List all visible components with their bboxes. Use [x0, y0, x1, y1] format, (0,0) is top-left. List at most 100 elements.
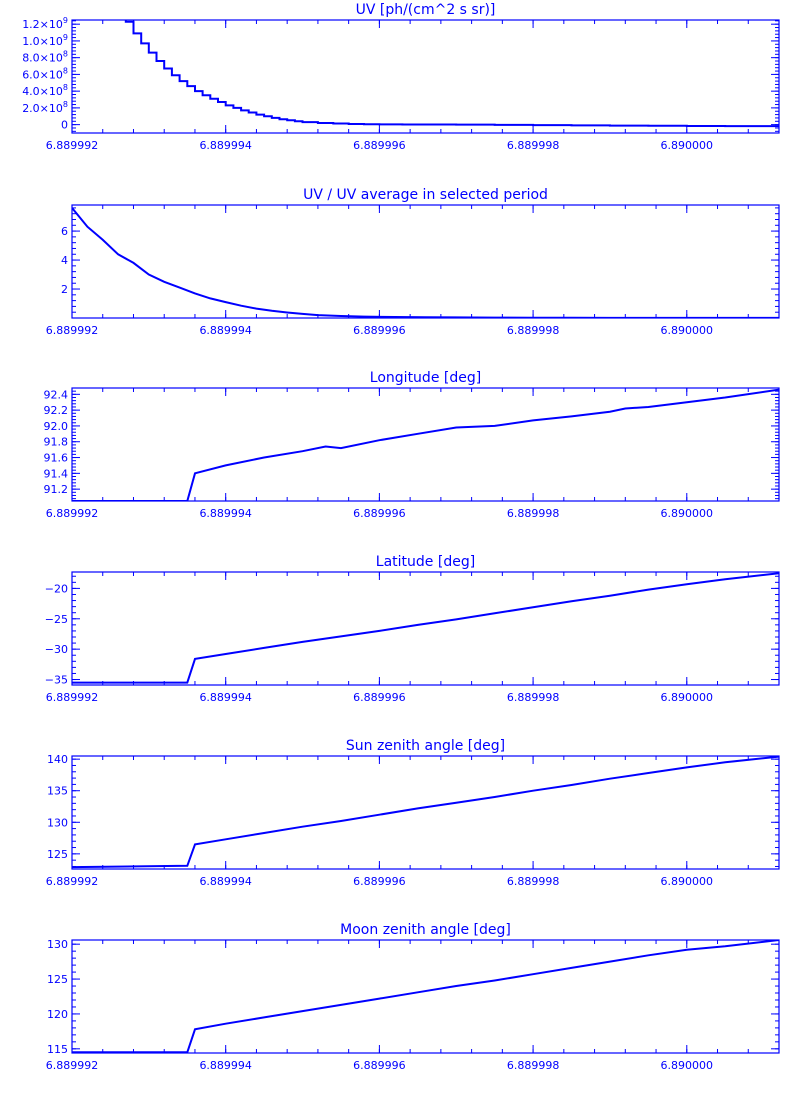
y-tick-exponent: 8 [63, 66, 68, 75]
panel-uv-ratio: UV / UV average in selected period 6.8899… [46, 187, 780, 337]
x-tick-label: 6.889992 [46, 507, 99, 520]
y-tick-label: 92.2 [44, 404, 69, 417]
y-tick-mantissa: 125 [47, 848, 68, 861]
y-tick-mantissa: 91.8 [44, 436, 69, 449]
y-tick-mantissa: 125 [47, 973, 68, 986]
series-line [72, 940, 779, 1053]
plot-frame [71, 939, 780, 1054]
y-tick-label: 91.4 [44, 467, 69, 480]
y-tick-mantissa: −35 [45, 674, 68, 687]
y-tick-mantissa: 6.0×10 [22, 68, 63, 81]
y-tick-label: 1.0×109 [22, 33, 68, 48]
y-tick-label: 4.0×108 [22, 83, 68, 98]
x-tick-label: 6.889992 [46, 324, 99, 337]
series-line [72, 388, 779, 501]
x-tick-label: 6.889992 [46, 1059, 99, 1072]
y-tick-mantissa: 130 [47, 816, 68, 829]
chart-title: UV [ph/(cm^2 s sr)] [356, 2, 496, 18]
x-tick-label: 6.889998 [507, 691, 560, 704]
plot-frame [71, 571, 780, 686]
y-tick-exponent: 9 [63, 16, 68, 25]
y-tick-mantissa: 6 [61, 225, 68, 238]
chart-title: Sun zenith angle [deg] [346, 738, 505, 754]
y-tick-mantissa: 2 [61, 283, 68, 296]
y-tick-label: −20 [45, 582, 68, 595]
y-tick-label: 91.2 [44, 483, 69, 496]
y-tick-mantissa: 115 [47, 1043, 68, 1056]
x-tick-label: 6.889992 [46, 139, 99, 152]
y-tick-mantissa: 1.2×10 [22, 18, 63, 31]
x-tick-label: 6.889996 [353, 691, 406, 704]
x-tick-label: 6.890000 [661, 1059, 714, 1072]
x-tick-label: 6.889996 [353, 139, 406, 152]
x-tick-label: 6.889996 [353, 324, 406, 337]
x-tick-label: 6.889998 [507, 507, 560, 520]
chart-title: Longitude [deg] [370, 370, 481, 386]
y-tick-mantissa: 1.0×10 [22, 35, 63, 48]
y-tick-label: −30 [45, 643, 68, 656]
x-tick-label: 6.889992 [46, 875, 99, 888]
y-tick-exponent: 8 [63, 50, 68, 59]
series-line [72, 207, 779, 318]
x-tick-label: 6.889996 [353, 875, 406, 888]
x-tick-label: 6.889994 [199, 875, 252, 888]
y-tick-mantissa: 91.4 [44, 467, 69, 480]
y-tick-mantissa: 120 [47, 1008, 68, 1021]
y-tick-label: 6 [61, 225, 68, 238]
y-tick-mantissa: 4.0×10 [22, 85, 63, 98]
plot-frame [71, 19, 780, 134]
y-tick-mantissa: 92.4 [44, 388, 69, 401]
y-tick-mantissa: 92.0 [44, 420, 69, 433]
y-tick-label: 120 [47, 1008, 68, 1021]
x-tick-label: 6.889998 [507, 1059, 560, 1072]
panel-uv: UV [ph/(cm^2 s sr)] 6.889992 6.889994 6.889… [22, 2, 780, 152]
y-tick-label: 92.4 [44, 388, 69, 401]
y-tick-mantissa: 2.0×10 [22, 102, 63, 115]
x-tick-label: 6.889994 [199, 139, 252, 152]
x-tick-label: 6.889992 [46, 691, 99, 704]
chart-title: Moon zenith angle [deg] [340, 922, 511, 938]
y-tick-label: 115 [47, 1043, 68, 1056]
x-tick-label: 6.889994 [199, 324, 252, 337]
y-tick-label: 125 [47, 848, 68, 861]
y-tick-label: 6.0×108 [22, 66, 68, 81]
series-line [124, 20, 779, 128]
panel-sun-zenith: Sun zenith angle [deg] 6.889992 6.889994 6.… [46, 738, 780, 888]
y-tick-exponent: 9 [63, 33, 68, 42]
y-tick-mantissa: 8.0×10 [22, 52, 63, 65]
y-tick-mantissa: 135 [47, 785, 68, 798]
y-tick-label: 140 [47, 753, 68, 766]
y-tick-mantissa: −25 [45, 613, 68, 626]
y-tick-label: 125 [47, 973, 68, 986]
y-tick-label: 0 [61, 119, 68, 132]
y-tick-label: −25 [45, 613, 68, 626]
x-tick-label: 6.890000 [661, 507, 714, 520]
y-tick-label: 130 [47, 816, 68, 829]
x-tick-label: 6.889994 [199, 691, 252, 704]
series-line [72, 572, 779, 684]
chart-title: Latitude [deg] [376, 554, 475, 570]
y-tick-label: 91.8 [44, 436, 69, 449]
y-tick-mantissa: 130 [47, 938, 68, 951]
x-tick-label: 6.890000 [661, 139, 714, 152]
x-tick-label: 6.889998 [507, 875, 560, 888]
y-tick-mantissa: 91.2 [44, 483, 69, 496]
y-tick-mantissa: 0 [61, 119, 68, 132]
panel-moon-zenith: Moon zenith angle [deg] 6.889992 6.889994 6… [46, 922, 780, 1072]
y-tick-label: −35 [45, 674, 68, 687]
x-tick-label: 6.890000 [661, 691, 714, 704]
y-tick-label: 2 [61, 283, 68, 296]
plot-frame [71, 204, 780, 319]
y-tick-mantissa: 91.6 [44, 452, 69, 465]
x-tick-label: 6.890000 [661, 324, 714, 337]
y-tick-exponent: 8 [63, 100, 68, 109]
chart-title: UV / UV average in selected period [303, 187, 548, 203]
y-tick-label: 130 [47, 938, 68, 951]
y-tick-mantissa: 140 [47, 753, 68, 766]
plot-frame [71, 387, 780, 502]
x-tick-label: 6.889998 [507, 324, 560, 337]
panel-longitude: Longitude [deg] 6.889992 6.889994 6.889996 6… [44, 370, 780, 520]
y-tick-exponent: 8 [63, 83, 68, 92]
y-tick-mantissa: −20 [45, 582, 68, 595]
